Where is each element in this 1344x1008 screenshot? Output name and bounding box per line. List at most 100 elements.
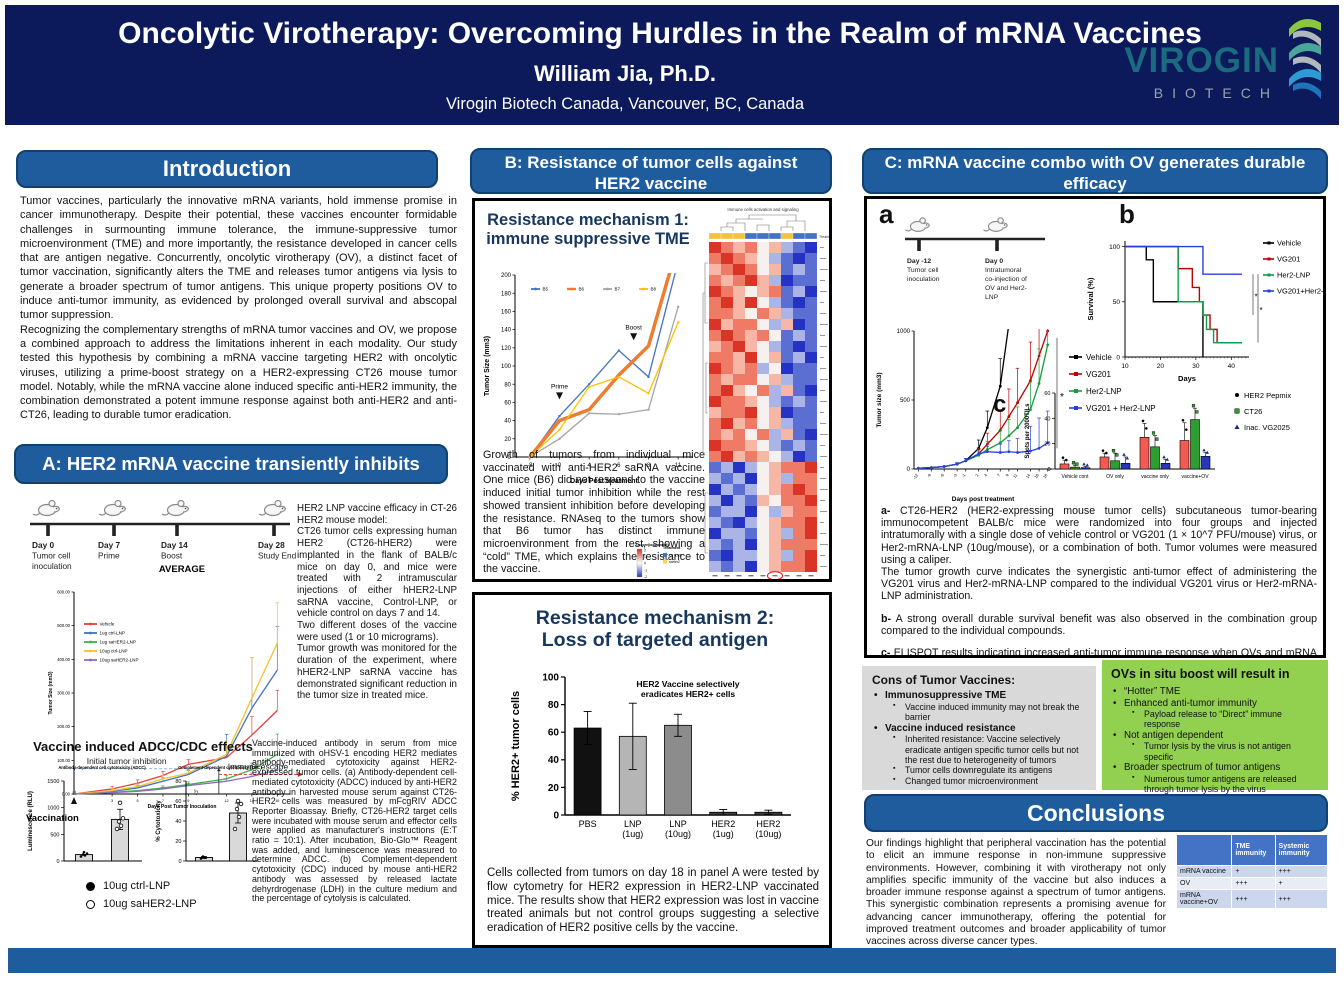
ovs-item: Not antigen dependent [1111, 730, 1319, 742]
svg-text:b: b [194, 788, 199, 797]
caption-c: c- ELISPOT results indicating increased … [881, 647, 1317, 658]
svg-text:Day 7: Day 7 [98, 540, 121, 550]
adcc-cdc-description: Vaccine-induced antibody in serum from m… [252, 738, 457, 904]
svg-text:60: 60 [1044, 391, 1050, 397]
svg-text:Day 14: Day 14 [161, 540, 188, 550]
svg-text:B6: B6 [579, 287, 585, 292]
svg-text:100: 100 [501, 364, 512, 370]
table-cell: OV [1175, 877, 1233, 890]
caption-a-text: CT26-HER2 (HER2-expressing mouse tumor c… [881, 505, 1317, 566]
panel-c-timeline-diagram: Day -12 Tumor cell inoculation Day 0 Intratu… [904, 217, 1045, 301]
caption-c-text: ELISPOT results indicating increased ant… [893, 647, 1317, 658]
legend-label: 10ug ctrl-LNP [103, 880, 171, 892]
table-header-row: TME immunity Systemic immunity [1175, 834, 1329, 866]
svg-text:Tumor Size (mm3): Tumor Size (mm3) [48, 671, 54, 714]
table-row: mRNA vaccine + +++ [1175, 865, 1329, 878]
panel-a-desc-p1: HER2 LNP vaccine efficacy in CT-26 HER2 … [297, 503, 457, 526]
svg-text:% HER2+ tumor cells: % HER2+ tumor cells [510, 691, 522, 801]
svg-text:Days Post treatment: Days Post treatment [570, 478, 638, 485]
caption-c-prefix: c- [881, 647, 891, 658]
subpanel-c-label: c [993, 391, 1007, 418]
svg-text:Z-score(log2 count): Z-score(log2 count) [635, 543, 669, 547]
svg-text:80: 80 [504, 382, 511, 388]
table-cell: +++ [1274, 865, 1329, 878]
svg-text:100: 100 [542, 672, 559, 683]
svg-text:B5: B5 [543, 287, 549, 292]
svg-text:60: 60 [175, 799, 181, 805]
svg-text:Prime: Prime [98, 551, 120, 561]
resistance-mechanism-1-box: Resistance mechanism 1: immune suppressi… [472, 198, 832, 582]
adcc-bar-chart: Antibody-dependent cell cytotoxicity (AD… [28, 765, 146, 865]
svg-text:14: 14 [1025, 472, 1032, 479]
ovs-item: Tumor lysis by the virus is not antigen … [1129, 741, 1319, 762]
svg-text:vaccine+OV: vaccine+OV [1181, 474, 1209, 480]
svg-text:VG201: VG201 [1086, 370, 1111, 379]
mechanism-2-title: Resistance mechanism 2: Loss of targeted… [485, 607, 825, 652]
svg-text:-9: -9 [926, 472, 933, 478]
svg-text:Inac. VG2025: Inac. VG2025 [1244, 423, 1290, 432]
svg-text:10ug ctrl-LNP: 10ug ctrl-LNP [100, 649, 128, 654]
svg-text:Boost: Boost [161, 551, 183, 561]
table-cell: +++ [1231, 889, 1276, 909]
resistance-mechanism-2-box: Resistance mechanism 2: Loss of targeted… [472, 592, 832, 948]
svg-text:500: 500 [900, 398, 911, 404]
svg-text:VG201: VG201 [1277, 255, 1300, 264]
panel-a-desc-p4: Tumor growth was monitored for the durat… [297, 643, 457, 702]
svg-text:0: 0 [56, 859, 59, 865]
cons-item: Immunosuppressive TME [872, 690, 1086, 702]
svg-text:B8: B8 [651, 287, 657, 292]
cons-item: Inherited resistance: Vaccine selectivel… [890, 734, 1086, 765]
svg-text:50: 50 [1113, 299, 1121, 306]
panel-b-header-line1: B: Resistance of tumor cells against [504, 153, 798, 172]
svg-text:6: 6 [617, 463, 621, 469]
svg-text:200: 200 [501, 273, 512, 279]
svg-text:Immune escape: Immune escape [228, 761, 289, 771]
svg-text:*: * [1060, 392, 1064, 403]
svg-text:500.00: 500.00 [57, 623, 70, 628]
table-cell: mRNA vaccine+OV [1175, 889, 1233, 909]
svg-text:400.00: 400.00 [57, 657, 70, 662]
panel-c-header: C: mRNA vaccine combo with OV generates … [862, 148, 1328, 194]
svg-text:100: 100 [1109, 244, 1120, 251]
svg-text:saHer2: saHer2 [669, 560, 680, 564]
cdc-bar-chart: Complement-dependent cytotoxicity (CDC) 0… [156, 765, 262, 865]
table-cell: + [1274, 877, 1329, 890]
ovs-item: Payload release to “Direct” immune respo… [1129, 709, 1319, 730]
svg-text:Day 28: Day 28 [258, 540, 285, 550]
svg-text:30: 30 [1192, 363, 1200, 370]
svg-text:Treatment: Treatment [819, 235, 832, 239]
svg-text:Tumor Size (mm3): Tumor Size (mm3) [484, 336, 491, 396]
svg-text:OV and Her2-: OV and Her2- [985, 285, 1027, 292]
caption-b-text: A strong overall durable survival benefi… [881, 612, 1318, 637]
svg-text:Luminescence (RLU): Luminescence (RLU) [28, 791, 34, 851]
svg-text:VG201+Her2-LNP: VG201+Her2-LNP [1277, 287, 1326, 296]
svg-text:4: 4 [983, 472, 989, 477]
conclusions-header: Conclusions [864, 794, 1328, 832]
svg-text:LNP: LNP [669, 819, 687, 829]
svg-text:B7: B7 [615, 287, 621, 292]
svg-text:HER2: HER2 [711, 819, 735, 829]
elispot-grouped-bar-chart: 0 20 40 60 Spots per 2000TILs Vehicle cont OV … [1025, 391, 1215, 480]
svg-text:Her2-LNP: Her2-LNP [1277, 271, 1310, 280]
footer-band [8, 948, 1336, 973]
svg-text:60: 60 [548, 728, 560, 739]
panel-a-desc-p3: Two different doses of the vaccine were … [297, 620, 457, 643]
filled-dot-icon [86, 881, 95, 891]
svg-text:40: 40 [548, 755, 560, 766]
svg-text:0: 0 [1047, 467, 1050, 473]
logo-virogin-biotech: VIROGIN BIOTECH [1100, 9, 1325, 121]
svg-text:HER2 Vaccine selectively: HER2 Vaccine selectively [636, 679, 739, 689]
svg-text:Days Post Tumor Inoculation: Days Post Tumor Inoculation [148, 804, 217, 810]
mechanism-1-title-line2: immune suppressive TME [486, 229, 690, 248]
intro-paragraph-2: Recognizing the complementary strengths … [20, 323, 457, 422]
logo-wordmark: VIROGIN [1124, 41, 1279, 80]
svg-text:LNP: LNP [624, 819, 642, 829]
legend-label: 10ug saHER2-LNP [103, 898, 197, 910]
svg-text:7: 7 [162, 799, 164, 803]
svg-text:7: 7 [996, 472, 1002, 477]
caption-b-prefix: b- [881, 612, 891, 625]
svg-text:14: 14 [250, 799, 254, 803]
svg-text:-8: -8 [527, 463, 533, 469]
